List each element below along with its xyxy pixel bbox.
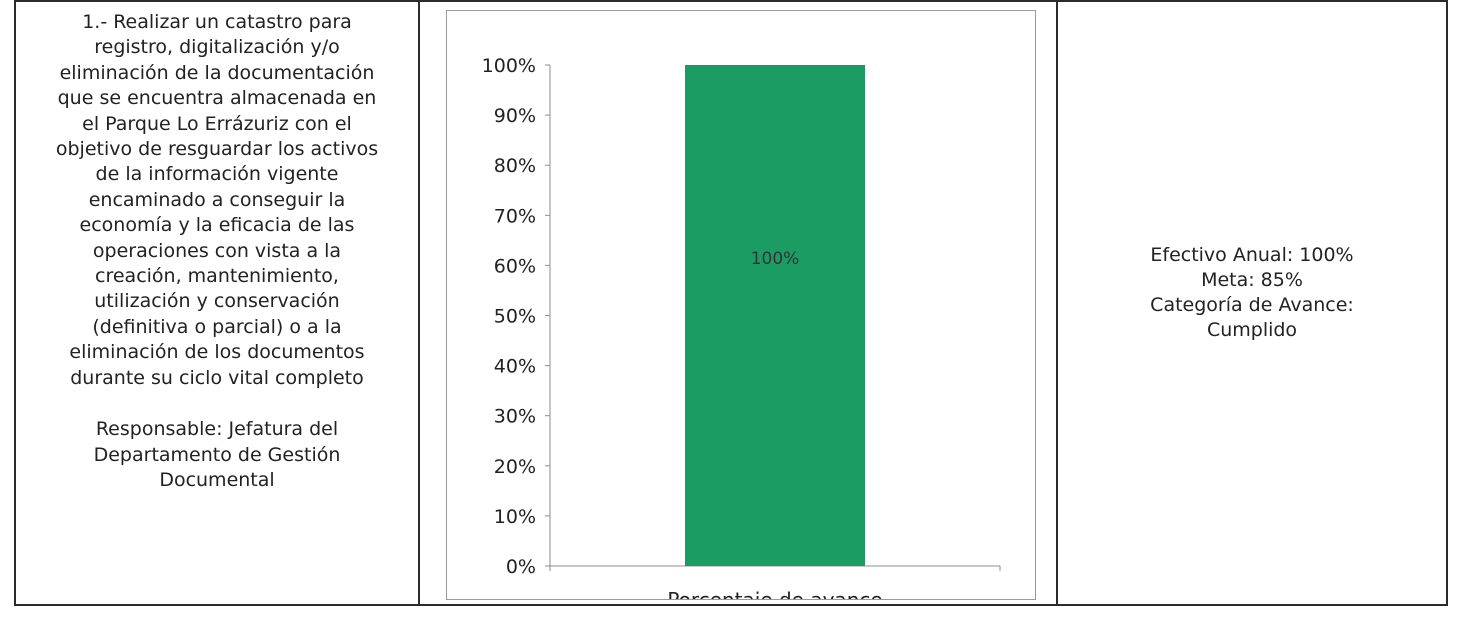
table-top-border xyxy=(14,0,1448,2)
y-tick-label: 90% xyxy=(494,105,536,127)
y-tick-label: 60% xyxy=(494,255,536,277)
column-divider xyxy=(1056,0,1058,606)
x-category-label: Porcentaje de avance xyxy=(667,588,882,599)
summary-cell: Efectivo Anual: 100% Meta: 85% Categoría… xyxy=(1058,2,1446,604)
objective-responsible: Responsable: Jefatura del Departamento d… xyxy=(93,418,341,491)
y-tick-label: 100% xyxy=(482,55,536,77)
progress-category-label: Categoría de Avance: xyxy=(1150,294,1354,316)
y-tick-label: 30% xyxy=(494,406,536,428)
y-tick-label: 10% xyxy=(494,506,536,528)
progress-bar-chart: 0% 10% 20% 30% 40% 50% 60% 70% 80% 90% 100% 100% Por… xyxy=(482,55,1001,612)
bar xyxy=(685,65,865,566)
annual-effective-text: Efectivo Anual: 100% xyxy=(1150,244,1354,266)
goal-text: Meta: 85% xyxy=(1201,269,1303,291)
y-tick-label: 50% xyxy=(494,306,536,328)
y-tick-label: 80% xyxy=(494,155,536,177)
chart-frame: 0% 10% 20% 30% 40% 50% 60% 70% 80% 90% 100% 100% Por… xyxy=(446,10,1036,612)
table-bottom-border xyxy=(14,604,1448,606)
y-tick-label: 70% xyxy=(494,205,536,227)
chart-cell: 0% 10% 20% 30% 40% 50% 60% 70% 80% 90% 100% 100% Por… xyxy=(420,2,1056,612)
y-tick-label: 20% xyxy=(494,456,536,478)
y-tick-label: 0% xyxy=(506,556,536,578)
results-table: 1.- Realizar un catastro para registro, … xyxy=(14,0,1448,612)
y-tick-label: 40% xyxy=(494,356,536,378)
progress-category-value: Cumplido xyxy=(1206,319,1298,341)
column-divider xyxy=(418,0,420,606)
bar-data-label: 100% xyxy=(751,249,800,269)
objective-description: 1.- Realizar un catastro para registro, … xyxy=(55,11,379,389)
table-right-border xyxy=(1446,0,1448,606)
objective-cell: 1.- Realizar un catastro para registro, … xyxy=(16,2,418,604)
table-left-border xyxy=(14,0,16,606)
